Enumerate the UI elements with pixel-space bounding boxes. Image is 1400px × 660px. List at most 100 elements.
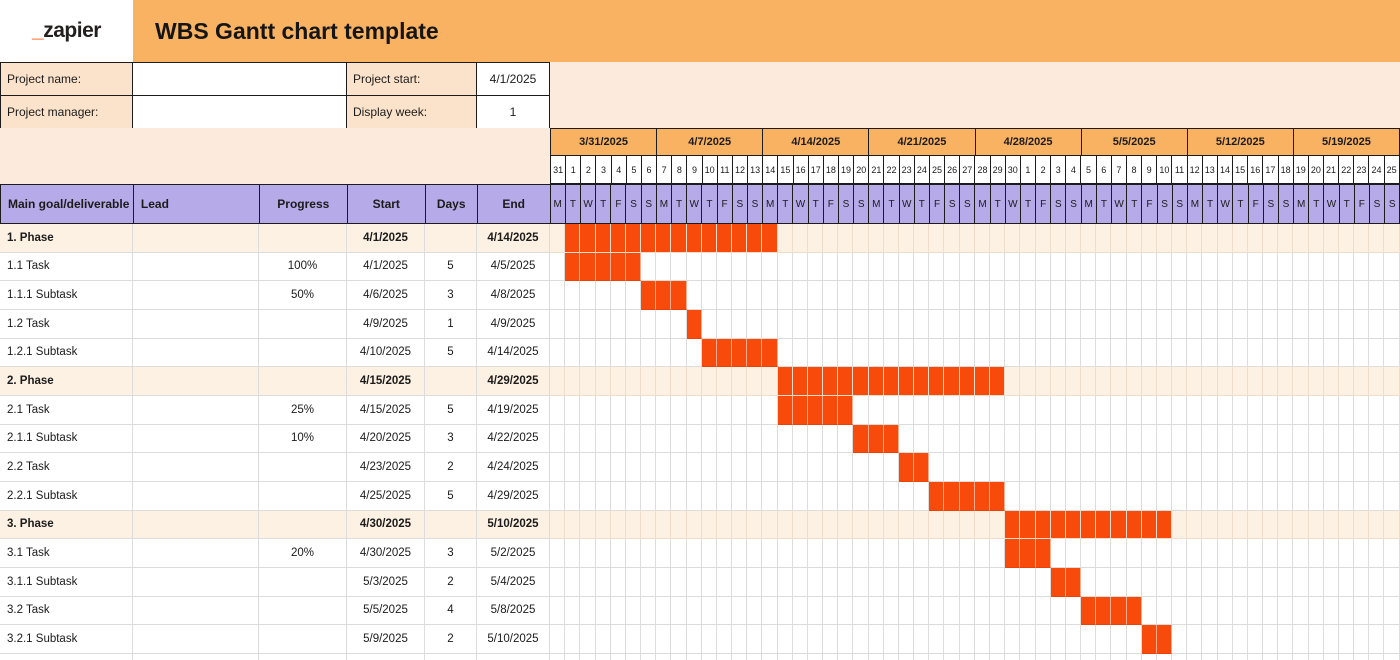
end-date-cell[interactable]: 4/19/2025 — [477, 395, 550, 425]
gantt-cell[interactable] — [641, 481, 657, 511]
progress-cell[interactable] — [259, 309, 347, 339]
gantt-cell[interactable] — [838, 653, 854, 660]
gantt-cell[interactable] — [580, 309, 596, 339]
gantt-cell[interactable] — [1005, 653, 1021, 660]
gantt-cell[interactable] — [838, 281, 854, 310]
gantt-cell[interactable] — [1156, 395, 1173, 425]
gantt-cell[interactable] — [1005, 252, 1021, 282]
gantt-cell[interactable] — [641, 453, 657, 482]
gantt-cell[interactable] — [1293, 596, 1309, 626]
gantt-cell[interactable] — [1187, 510, 1203, 540]
gantt-cell[interactable] — [1050, 481, 1066, 511]
gantt-cell[interactable] — [1005, 281, 1021, 310]
gantt-bar-cell[interactable] — [1065, 567, 1082, 597]
gantt-cell[interactable] — [747, 510, 763, 540]
gantt-cell[interactable] — [701, 539, 717, 568]
gantt-cell[interactable] — [807, 625, 824, 654]
gantt-cell[interactable] — [1293, 625, 1309, 654]
end-date-cell[interactable] — [477, 653, 550, 660]
gantt-cell[interactable] — [1263, 625, 1279, 654]
gantt-cell[interactable] — [1263, 653, 1279, 660]
gantt-cell[interactable] — [565, 453, 581, 482]
gantt-cell[interactable] — [625, 367, 642, 396]
gantt-cell[interactable] — [1263, 252, 1279, 282]
lead-cell[interactable] — [133, 625, 259, 654]
gantt-cell[interactable] — [823, 596, 839, 626]
gantt-bar-cell[interactable] — [686, 309, 702, 339]
gantt-cell[interactable] — [762, 309, 778, 339]
gantt-cell[interactable] — [1065, 281, 1082, 310]
start-date-cell[interactable]: 4/30/2025 — [347, 539, 425, 568]
gantt-cell[interactable] — [1065, 539, 1082, 568]
end-date-cell[interactable]: 5/2/2025 — [477, 539, 550, 568]
gantt-cell[interactable] — [1187, 567, 1203, 597]
gantt-cell[interactable] — [1384, 224, 1400, 253]
gantt-cell[interactable] — [1247, 453, 1264, 482]
gantt-cell[interactable] — [1141, 367, 1157, 396]
gantt-cell[interactable] — [671, 481, 687, 511]
gantt-cell[interactable] — [1247, 281, 1264, 310]
gantt-cell[interactable] — [1005, 309, 1021, 339]
task-name-cell[interactable]: 2.1 Task — [0, 395, 133, 425]
gantt-cell[interactable] — [1035, 224, 1051, 253]
gantt-cell[interactable] — [1293, 510, 1309, 540]
gantt-cell[interactable] — [975, 653, 990, 660]
progress-cell[interactable] — [259, 367, 347, 396]
gantt-cell[interactable] — [1081, 481, 1097, 511]
gantt-bar-cell[interactable] — [565, 252, 581, 282]
gantt-bar-cell[interactable] — [944, 367, 960, 396]
gantt-cell[interactable] — [1232, 281, 1248, 310]
gantt-cell[interactable] — [1005, 338, 1021, 368]
gantt-cell[interactable] — [762, 252, 778, 282]
gantt-cell[interactable] — [807, 481, 824, 511]
start-date-cell[interactable]: 4/23/2025 — [347, 453, 425, 482]
gantt-cell[interactable] — [595, 453, 611, 482]
gantt-cell[interactable] — [1217, 224, 1233, 253]
gantt-cell[interactable] — [1156, 453, 1173, 482]
gantt-cell[interactable] — [732, 424, 748, 454]
gantt-cell[interactable] — [565, 481, 581, 511]
gantt-cell[interactable] — [580, 567, 596, 597]
gantt-cell[interactable] — [1202, 481, 1218, 511]
gantt-bar-cell[interactable] — [625, 252, 642, 282]
gantt-cell[interactable] — [823, 453, 839, 482]
gantt-cell[interactable] — [792, 625, 808, 654]
gantt-cell[interactable] — [1126, 252, 1142, 282]
gantt-cell[interactable] — [716, 510, 733, 540]
gantt-cell[interactable] — [762, 424, 778, 454]
gantt-cell[interactable] — [580, 481, 596, 511]
gantt-cell[interactable] — [1065, 596, 1082, 626]
gantt-cell[interactable] — [656, 625, 672, 654]
gantt-cell[interactable] — [1278, 309, 1294, 339]
gantt-cell[interactable] — [853, 653, 869, 660]
gantt-cell[interactable] — [792, 453, 808, 482]
gantt-cell[interactable] — [1247, 367, 1264, 396]
gantt-bar-cell[interactable] — [868, 424, 884, 454]
gantt-cell[interactable] — [550, 653, 566, 660]
gantt-cell[interactable] — [580, 338, 596, 368]
task-name-cell[interactable]: 2.1.1 Subtask — [0, 424, 133, 454]
lead-cell[interactable] — [133, 424, 259, 454]
gantt-cell[interactable] — [974, 596, 990, 626]
gantt-cell[interactable] — [1263, 596, 1279, 626]
gantt-cell[interactable] — [732, 510, 748, 540]
gantt-cell[interactable] — [1187, 453, 1203, 482]
gantt-cell[interactable] — [1126, 224, 1142, 253]
gantt-cell[interactable] — [974, 567, 990, 597]
gantt-cell[interactable] — [625, 395, 642, 425]
gantt-cell[interactable] — [960, 653, 975, 660]
gantt-cell[interactable] — [1065, 309, 1082, 339]
gantt-cell[interactable] — [1156, 424, 1173, 454]
gantt-cell[interactable] — [807, 281, 824, 310]
gantt-cell[interactable] — [1338, 309, 1355, 339]
gantt-cell[interactable] — [1081, 281, 1097, 310]
gantt-cell[interactable] — [1172, 653, 1188, 660]
gantt-cell[interactable] — [1157, 653, 1173, 660]
gantt-cell[interactable] — [974, 395, 990, 425]
gantt-cell[interactable] — [1172, 224, 1188, 253]
gantt-cell[interactable] — [1278, 252, 1294, 282]
gantt-cell[interactable] — [944, 338, 960, 368]
gantt-cell[interactable] — [959, 395, 975, 425]
gantt-cell[interactable] — [1278, 510, 1294, 540]
gantt-cell[interactable] — [868, 510, 884, 540]
